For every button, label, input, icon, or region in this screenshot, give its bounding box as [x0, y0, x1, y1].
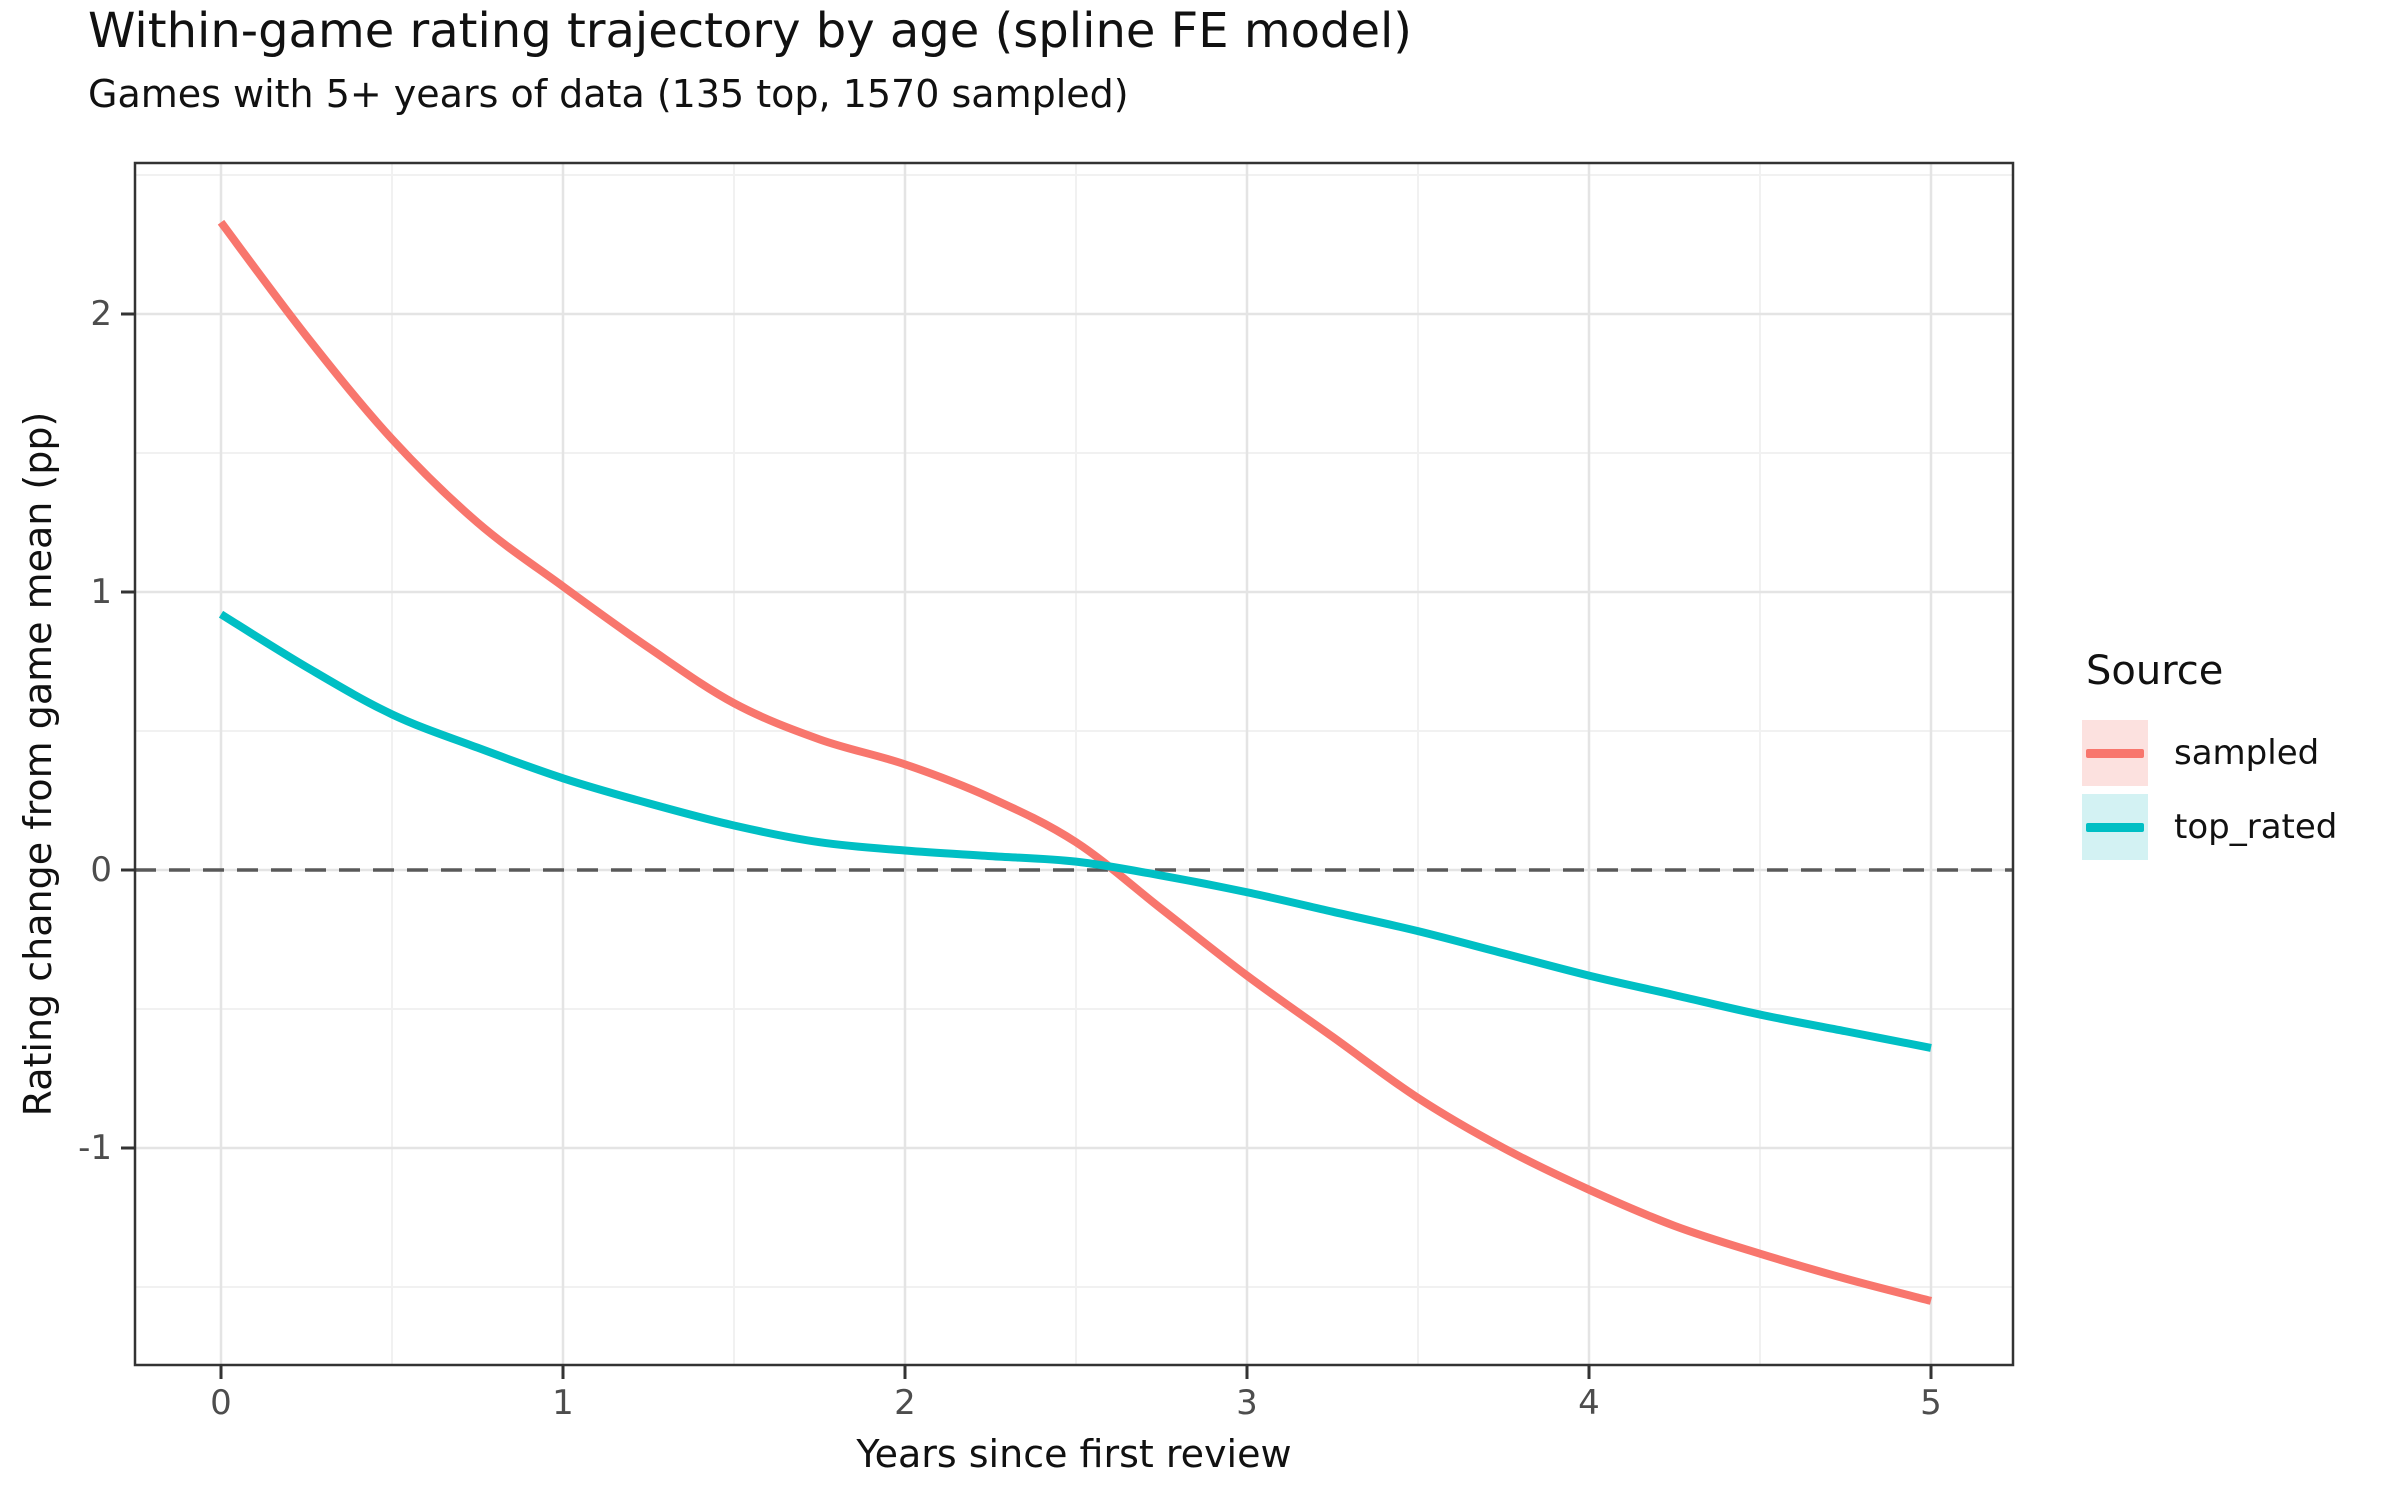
chart-subtitle: Games with 5+ years of data (135 top, 15… — [88, 72, 1129, 116]
axis-tick-marks — [121, 312, 1933, 1379]
x-tick-label-4: 4 — [1578, 1383, 1600, 1423]
legend-key-sampled — [2082, 720, 2148, 786]
legend-line-swatch-sampled — [2086, 748, 2144, 758]
legend-label-top-rated: top_rated — [2174, 807, 2338, 847]
legend-label-sampled: sampled — [2174, 733, 2320, 773]
curve-sampled — [217, 219, 1933, 1305]
legend-entry-sampled: sampled — [2082, 720, 2382, 786]
y-tick-label-2: 2 — [90, 294, 112, 334]
legend: Source sampled top_rated — [2082, 648, 2382, 868]
legend-entry-top-rated: top_rated — [2082, 794, 2382, 860]
legend-line-swatch-top-rated — [2086, 822, 2144, 832]
y-axis-title: Rating change from game mean (pp) — [16, 411, 60, 1117]
panel-border — [133, 161, 2015, 1367]
data-curves — [217, 219, 1933, 1305]
y-tick-label-1: 1 — [90, 572, 112, 612]
x-tick-label-3: 3 — [1236, 1383, 1258, 1423]
curve-top_rated — [218, 610, 1932, 1052]
x-axis-title: Years since first review — [856, 1432, 1292, 1476]
x-tick-label-1: 1 — [552, 1383, 574, 1423]
y-tick-label--1: -1 — [78, 1128, 112, 1168]
y-tick-label-0: 0 — [90, 850, 112, 890]
panel-border-rect — [133, 161, 2015, 1367]
chart-title: Within-game rating trajectory by age (sp… — [88, 3, 1413, 59]
legend-key-top-rated — [2082, 794, 2148, 860]
x-tick-label-0: 0 — [210, 1383, 232, 1423]
major-gridlines — [135, 163, 2013, 1365]
legend-title: Source — [2086, 648, 2224, 694]
x-tick-label-2: 2 — [894, 1383, 916, 1423]
x-tick-label-5: 5 — [1920, 1383, 1942, 1423]
minor-gridlines — [135, 163, 2013, 1365]
